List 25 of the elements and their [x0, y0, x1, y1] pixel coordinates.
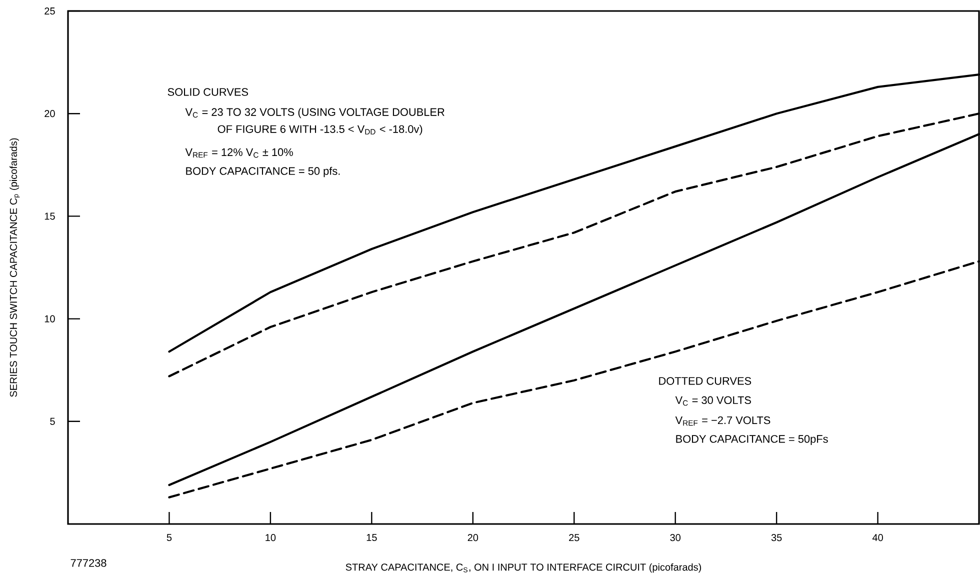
- x-tick-label: 5: [166, 534, 172, 542]
- x-tick-label: 30: [670, 534, 681, 542]
- y-tick-label: 15: [44, 212, 55, 220]
- annotation: V$_{C}$ = 30 VOLTS: [675, 396, 751, 406]
- y-tick-label: 20: [44, 110, 55, 118]
- x-axis-title: STRAY CAPACITANCE, C$_{S}$, ON I INPUT TO INTERFACE CIRCUIT (picofarads): [346, 563, 702, 573]
- annotation: OF FIGURE 6 WITH -13.5 < V$_{DD}$ < -18.0v): [218, 124, 422, 136]
- annotation: V$_{REF}$ = 12% V$_{C}$ ± 10%: [185, 148, 293, 158]
- annotation: SOLID CURVES: [168, 88, 248, 96]
- annotation: DOTTED CURVES: [659, 377, 752, 385]
- x-tick-label: 20: [468, 534, 478, 542]
- annotation: BODY CAPACITANCE = 50 pfs.: [186, 166, 340, 178]
- x-tick-label: 35: [771, 534, 782, 542]
- x-tick-label: 40: [872, 534, 883, 542]
- x-tick-label: 25: [569, 534, 580, 542]
- y-axis-title: SERIES TOUCH SWITCH CAPACITANCE C$_{p}$ (picofarads): [10, 138, 20, 397]
- text: 777238: [70, 559, 106, 567]
- annotation: V$_{C}$ = 23 TO 32 VOLTS (USING VOLTAGE DOUBLER: [185, 108, 444, 118]
- x-tick-label: 15: [366, 534, 377, 542]
- y-tick-label: 25: [44, 7, 55, 15]
- x-tick-label: 10: [266, 534, 276, 542]
- annotation: BODY CAPACITANCE = 50pFs: [676, 435, 828, 445]
- y-tick-label: 5: [50, 418, 55, 425]
- annotation: V$_{REF}$ = −2.7 VOLTS: [675, 416, 770, 426]
- y-tick-label: 10: [44, 315, 55, 322]
